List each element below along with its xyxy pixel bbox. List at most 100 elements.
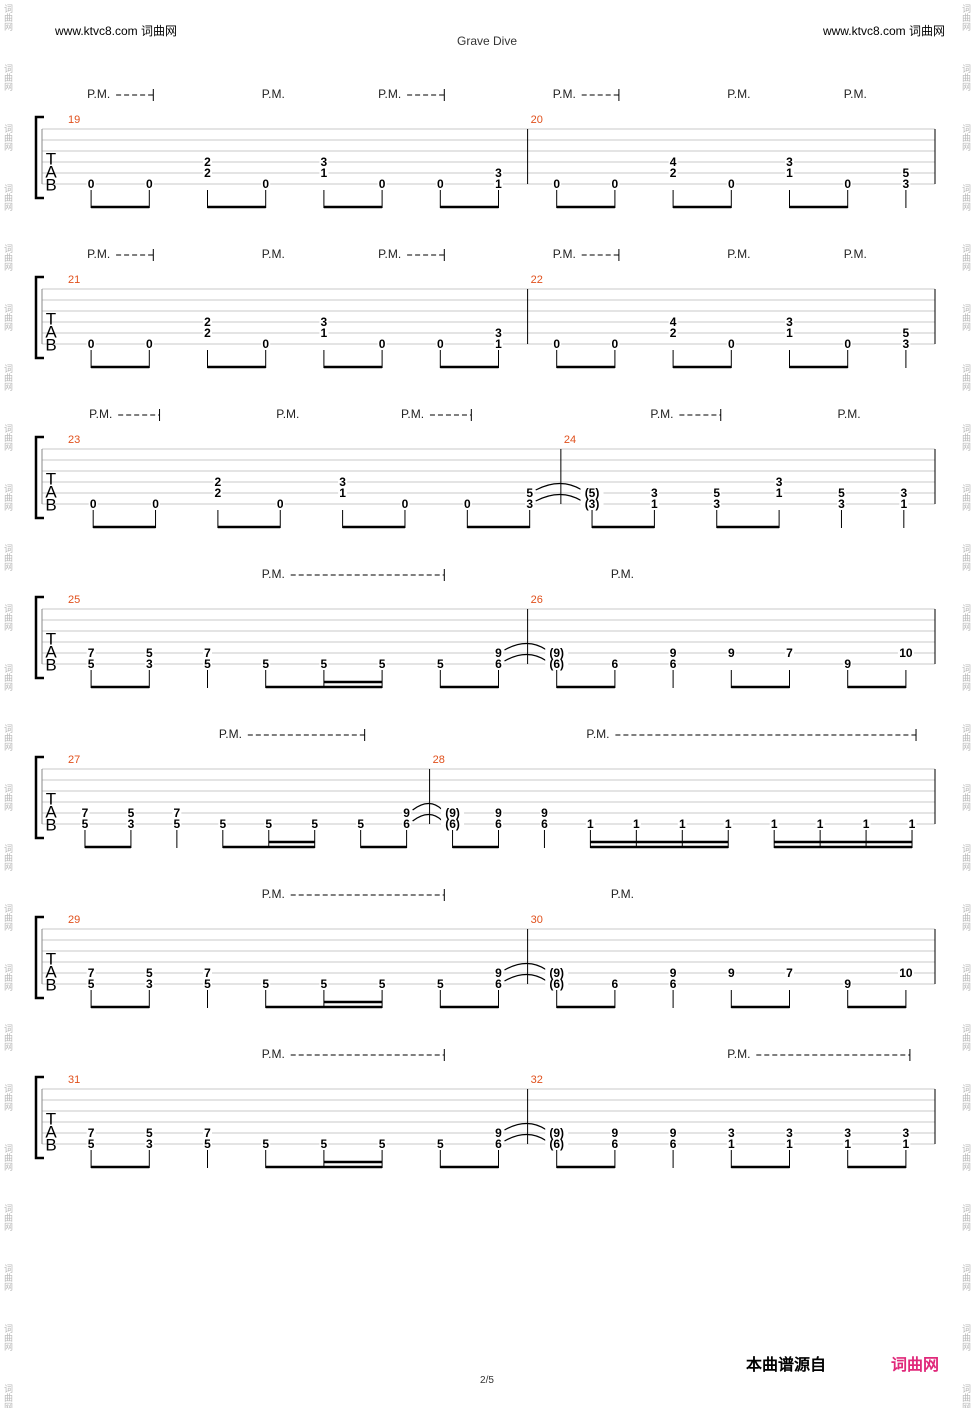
fret-number: 1 [909,817,916,831]
watermark: 词曲网 [961,604,971,632]
fret-mask [203,168,212,178]
fret-mask [774,477,784,487]
fret-number: 0 [844,177,851,191]
fret-mask [769,819,779,829]
fret-mask [668,979,678,989]
fret-mask [899,499,909,509]
fret-mask [901,328,911,338]
fret-number: 5 [357,817,364,831]
fret-mask [435,1139,445,1149]
measure-number: 32 [531,1074,543,1086]
fret-mask [545,1139,569,1149]
fret-number: 5 [379,977,386,991]
palm-mute: P.M. [87,247,110,261]
measure-number: 24 [564,434,576,446]
fret-number: 2 [670,166,677,180]
watermark: 词曲网 [3,1144,13,1172]
fret-mask [610,179,620,189]
fret-number: 0 [437,337,444,351]
fret-mask [785,648,794,658]
fret-number: 3 [776,475,783,489]
fret-mask [907,819,917,829]
fret-mask [310,819,320,829]
fret-number: 5 [262,657,269,671]
tab-clef-letter: T [46,950,56,969]
fret-mask [203,1139,212,1149]
measure-number: 22 [531,274,543,286]
fret-mask [86,648,96,658]
palm-mute: P.M. [553,247,576,261]
page-number: 2/5 [480,1375,494,1386]
fret-mask [203,968,212,978]
tab-clef-letter: A [45,643,57,662]
fret-number: 6 [541,817,548,831]
fret-mask [610,1139,620,1149]
fret-mask [668,168,678,178]
fret-number: 3 [786,1126,793,1140]
tab-clef-letter: B [45,176,56,195]
fret-number: 3 [903,1126,910,1140]
fret-number: (9) [549,1126,564,1140]
watermark: 词曲网 [3,604,13,632]
fret-number: 1 [786,166,793,180]
palm-mute: P.M. [727,87,750,101]
fret-number: 7 [88,966,95,980]
fret-number: 9 [844,657,851,671]
fret-number: 9 [728,966,735,980]
fret-number: 7 [88,1126,95,1140]
fret-mask [726,1139,736,1149]
fret-number: 5 [903,326,910,340]
fret-number: 5 [146,966,153,980]
fret-number: (6) [445,817,460,831]
fret-number: 5 [321,1137,328,1151]
watermark: 词曲网 [3,244,13,272]
fret-number: 1 [817,817,824,831]
fret-mask [494,979,503,989]
fret-number: 0 [844,337,851,351]
fret-mask [525,488,535,498]
fret-number: 9 [495,806,502,820]
watermark: 词曲网 [3,1204,13,1232]
watermark: 词曲网 [961,1144,971,1172]
watermark: 词曲网 [3,484,13,512]
fret-mask [261,659,271,669]
fret-mask [539,819,549,829]
fret-mask [897,968,914,978]
fret-mask [668,968,678,978]
fret-mask [151,499,161,509]
fret-mask [899,488,909,498]
fret-number: 5 [838,486,845,500]
fret-mask [610,659,620,669]
palm-mute: P.M. [89,407,112,421]
fret-mask [668,648,678,658]
fret-mask [144,1139,154,1149]
watermark: 词曲网 [961,424,971,452]
fret-mask [435,659,445,669]
watermark: 词曲网 [961,544,971,572]
fret-mask [377,1139,387,1149]
fret-number: 5 [903,166,910,180]
fret-number: 5 [88,977,95,991]
fret-number: 0 [612,337,619,351]
fret-mask [261,1139,271,1149]
fret-mask [901,1128,911,1138]
watermark: 词曲网 [961,124,971,152]
fret-mask [580,499,604,509]
fret-number: 7 [786,646,793,660]
fret-mask [261,179,271,189]
fret-mask [172,819,182,829]
palm-mute: P.M. [727,247,750,261]
source-label: 本曲谱源自 [746,1355,826,1374]
fret-number: 1 [587,817,594,831]
fret-number: 9 [495,966,502,980]
measure-number: 20 [531,114,543,126]
watermark: 词曲网 [961,664,971,692]
fret-number: 2 [670,326,677,340]
fret-number: 3 [526,497,533,511]
fret-number: 9 [403,806,410,820]
fret-mask [668,1139,678,1149]
tie [504,1133,548,1142]
